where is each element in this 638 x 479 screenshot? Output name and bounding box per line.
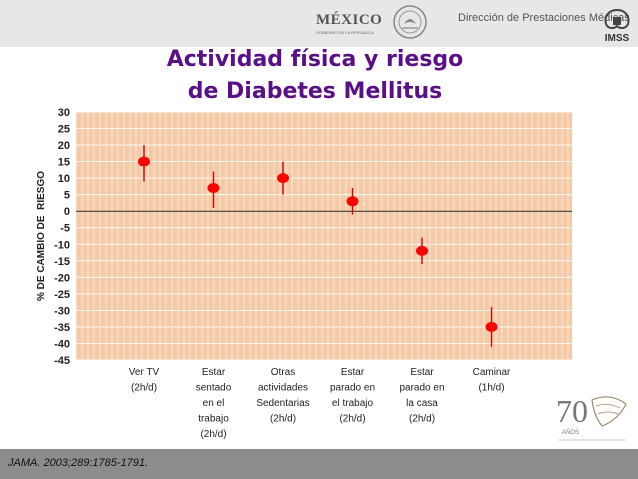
citation: JAMA. 2003;289:1785-1791.: [8, 457, 149, 469]
y-tick-label: -15: [54, 256, 70, 268]
y-tick-label: -20: [54, 272, 70, 284]
x-tick-label: Caminar (1h/d): [473, 367, 511, 394]
y-tick-label: 20: [58, 140, 70, 152]
y-tick-label: -40: [54, 338, 70, 350]
y-tick-label: 10: [58, 173, 70, 185]
y-tick-label: -10: [54, 239, 70, 251]
x-tick-label: Ver TV (2h/d): [129, 367, 160, 394]
slide-title: Actividad física y riesgo de Diabetes Me…: [150, 44, 480, 108]
x-tick-label: Otras actividades Sedentarias (2h/d): [256, 367, 309, 425]
y-tick-label: 5: [64, 190, 70, 202]
y-axis-label: % DE CAMBIO DE RIESGO: [36, 171, 47, 301]
x-tick-label: Estar parado en el trabajo (2h/d): [330, 367, 375, 425]
y-axis-ticks: 30 25 20 15 10 5 0 -5 -10 -15 -20 -25 -30 -35 -40 -45: [54, 107, 70, 367]
data-point: [277, 173, 289, 184]
y-tick-label: -5: [60, 223, 70, 235]
y-tick-label: -35: [54, 322, 70, 334]
x-tick-label: Estar sentado en el trabajo (2h/d): [196, 367, 232, 440]
slide-title-line-1: Actividad física y riesgo: [166, 47, 464, 72]
anniversary-number: 70: [556, 393, 588, 429]
slide-title-line-2: de Diabetes Mellitus: [187, 79, 443, 104]
header-band: [0, 0, 638, 47]
department-name: Dirección de Prestaciones Médicas: [458, 12, 630, 24]
y-tick-label: -45: [54, 355, 70, 367]
y-tick-label: 15: [58, 157, 70, 169]
mexico-logo-word: MÉXICO: [316, 12, 383, 28]
data-point: [416, 245, 428, 256]
plot-area: [76, 112, 572, 360]
grid-lines: [75, 111, 572, 361]
mexico-logo-subtitle: GOBIERNO DE LA REPÚBLICA: [316, 30, 374, 35]
y-tick-label: -30: [54, 305, 70, 317]
mexico-logo: MÉXICO GOBIERNO DE LA REPÚBLICA: [316, 8, 386, 36]
data-point: [485, 321, 498, 332]
x-axis-labels: Ver TV (2h/d) Estar sentado en el trabajo (2h/…: [129, 367, 511, 440]
y-tick-label: -25: [54, 289, 70, 301]
y-tick-label: 30: [58, 107, 70, 119]
x-tick-label: Estar parado en la casa (2h/d): [399, 367, 444, 425]
y-tick-label: 25: [58, 124, 70, 136]
imss-logo: IMSS: [604, 8, 630, 44]
data-points: [138, 145, 498, 347]
data-point: [346, 196, 359, 207]
national-seal-icon: [393, 5, 427, 39]
data-point: [138, 156, 150, 167]
imss-logo-text: IMSS: [605, 33, 630, 44]
anniversary-logo: 70 AÑOS: [556, 393, 627, 441]
footer-band: JAMA. 2003;289:1785-1791.: [0, 449, 638, 479]
data-point: [207, 183, 220, 194]
anniversary-word: AÑOS: [562, 429, 579, 436]
y-tick-label: 0: [64, 206, 70, 218]
